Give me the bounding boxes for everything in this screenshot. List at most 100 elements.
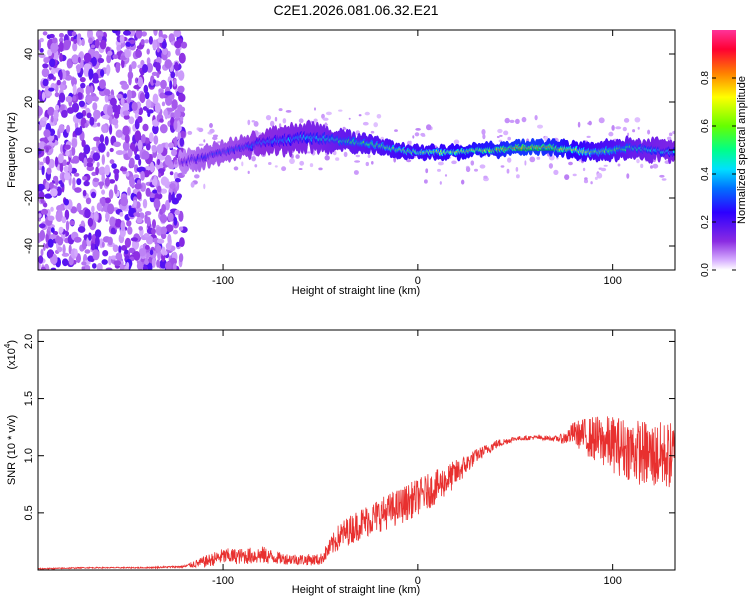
noise-speck — [56, 79, 61, 86]
noise-speck — [93, 211, 98, 222]
noise-speck — [110, 227, 116, 235]
noise-speck — [47, 226, 52, 231]
noise-speck — [71, 77, 77, 87]
noise-speck — [145, 137, 150, 144]
noise-speck — [96, 161, 100, 168]
snr-y-tick-label: 0.5 — [23, 505, 35, 520]
snr-x-tick-label: -100 — [212, 575, 234, 587]
noise-speck — [45, 155, 50, 165]
halo-speck — [564, 174, 570, 181]
halo-speck — [590, 181, 593, 185]
noise-speck — [146, 216, 151, 227]
noise-speck — [178, 226, 184, 231]
noise-speck — [129, 39, 136, 44]
noise-speck — [171, 149, 177, 157]
noise-speck — [59, 52, 63, 63]
halo-speck — [342, 126, 346, 130]
noise-speck — [126, 89, 132, 101]
halo-speck — [371, 161, 374, 165]
noise-speck — [72, 42, 78, 52]
noise-speck — [52, 37, 58, 44]
noise-speck — [158, 88, 164, 93]
halo-speck — [499, 134, 503, 137]
noise-speck — [128, 247, 135, 254]
noise-speck — [62, 159, 67, 164]
noise-speck — [98, 181, 105, 187]
noise-speck — [92, 152, 101, 162]
noise-speck — [81, 139, 86, 148]
noise-speck — [48, 249, 54, 258]
halo-speck — [577, 121, 581, 128]
noise-speck — [72, 177, 76, 187]
halo-speck — [212, 136, 218, 141]
colorbar: 0.0 0.2 0.4 0.6 0.8 Normalized spectral ampl… — [700, 30, 748, 277]
halo-speck — [439, 181, 442, 185]
noise-speck — [58, 41, 64, 53]
noise-speck — [66, 124, 71, 134]
halo-speck — [568, 161, 573, 166]
noise-speck — [127, 186, 131, 196]
noise-speck — [54, 156, 59, 168]
colorbar-gradient — [712, 30, 736, 270]
noise-speck — [161, 34, 168, 39]
noise-speck — [134, 130, 142, 142]
noise-speck — [138, 158, 142, 166]
halo-speck — [299, 160, 305, 166]
noise-speck — [68, 163, 73, 174]
halo-speck — [632, 129, 636, 133]
noise-speck — [84, 208, 91, 219]
noise-speck — [85, 197, 92, 205]
halo-speck — [661, 178, 667, 181]
halo-speck — [365, 161, 369, 167]
noise-speck — [122, 125, 130, 136]
halo-speck — [504, 117, 510, 124]
halo-speck — [370, 130, 375, 134]
noise-speck — [53, 118, 58, 125]
noise-speck — [115, 150, 124, 156]
noise-speck — [168, 142, 174, 149]
noise-speck — [48, 87, 55, 92]
halo-speck — [285, 110, 292, 113]
snr-y-tick-label: 1.0 — [23, 448, 35, 463]
halo-speck — [253, 121, 259, 127]
noise-speck — [112, 54, 119, 59]
noise-speck — [119, 227, 126, 238]
noise-speck — [120, 245, 128, 251]
noise-speck — [71, 31, 77, 37]
halo-speck — [409, 140, 412, 145]
halo-speck — [270, 120, 275, 127]
noise-speck — [107, 50, 113, 56]
snr-scale-base: (x10 — [6, 348, 18, 369]
noise-speck — [140, 39, 145, 45]
noise-speck — [80, 68, 84, 75]
noise-speck — [61, 109, 68, 118]
halo-speck — [233, 166, 239, 171]
halo-speck — [453, 139, 460, 145]
noise-speck — [151, 257, 156, 268]
noise-speck — [49, 58, 56, 68]
noise-speck — [78, 100, 85, 108]
noise-speck — [124, 49, 131, 59]
noise-speck — [110, 255, 117, 260]
noise-speck — [64, 74, 73, 81]
noise-speck — [59, 32, 64, 38]
noise-speck — [104, 88, 111, 96]
noise-speck — [42, 242, 46, 251]
halo-speck — [668, 132, 673, 137]
noise-speck — [157, 185, 162, 193]
noise-speck — [45, 146, 49, 153]
noise-speck — [138, 226, 143, 231]
halo-speck — [672, 130, 675, 135]
halo-speck — [406, 159, 412, 163]
noise-speck — [164, 109, 168, 120]
noise-speck — [115, 129, 123, 138]
noise-speck — [60, 183, 65, 188]
noise-speck — [38, 213, 42, 218]
halo-speck — [529, 156, 536, 163]
halo-speck — [324, 155, 330, 161]
noise-speck — [66, 60, 72, 69]
noise-speck — [120, 97, 125, 106]
noise-speck — [81, 261, 87, 266]
noise-speck — [96, 262, 103, 270]
noise-speck — [144, 91, 150, 100]
